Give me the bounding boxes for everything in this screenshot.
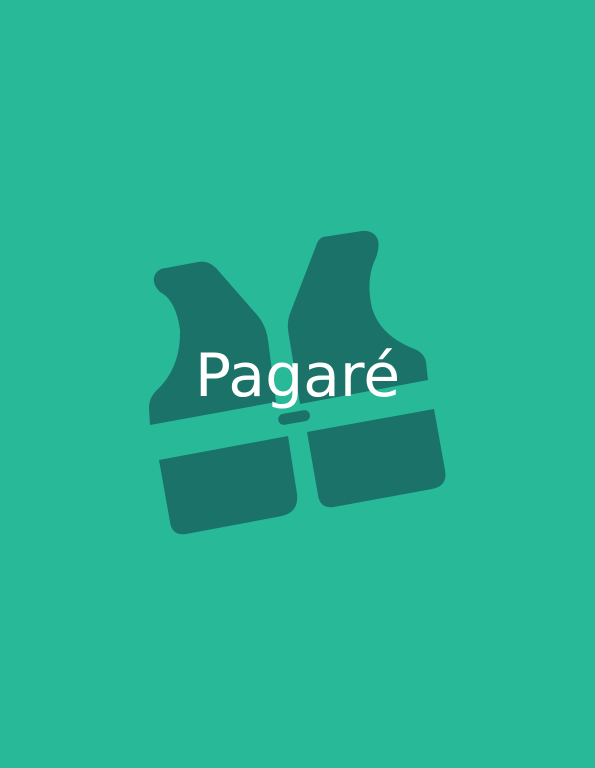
vest-right-upper-panel — [287, 230, 428, 404]
vest-left-lower-panel — [159, 436, 298, 535]
vest-left-upper-panel — [149, 261, 276, 425]
document-title: Pagaré — [194, 341, 401, 411]
vest-right-lower-panel — [307, 409, 446, 508]
vest-buckle — [278, 410, 310, 425]
